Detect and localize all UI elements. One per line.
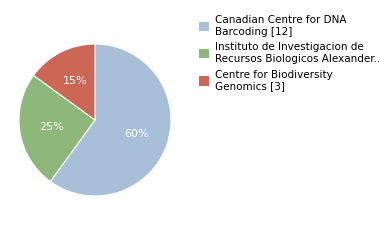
Wedge shape <box>19 75 95 181</box>
Legend: Canadian Centre for DNA
Barcoding [12], Instituto de Investigacion de
Recursos B: Canadian Centre for DNA Barcoding [12], … <box>199 15 380 91</box>
Text: 25%: 25% <box>39 122 64 132</box>
Wedge shape <box>33 44 95 120</box>
Wedge shape <box>50 44 171 196</box>
Text: 60%: 60% <box>125 129 149 139</box>
Text: 15%: 15% <box>63 76 87 86</box>
